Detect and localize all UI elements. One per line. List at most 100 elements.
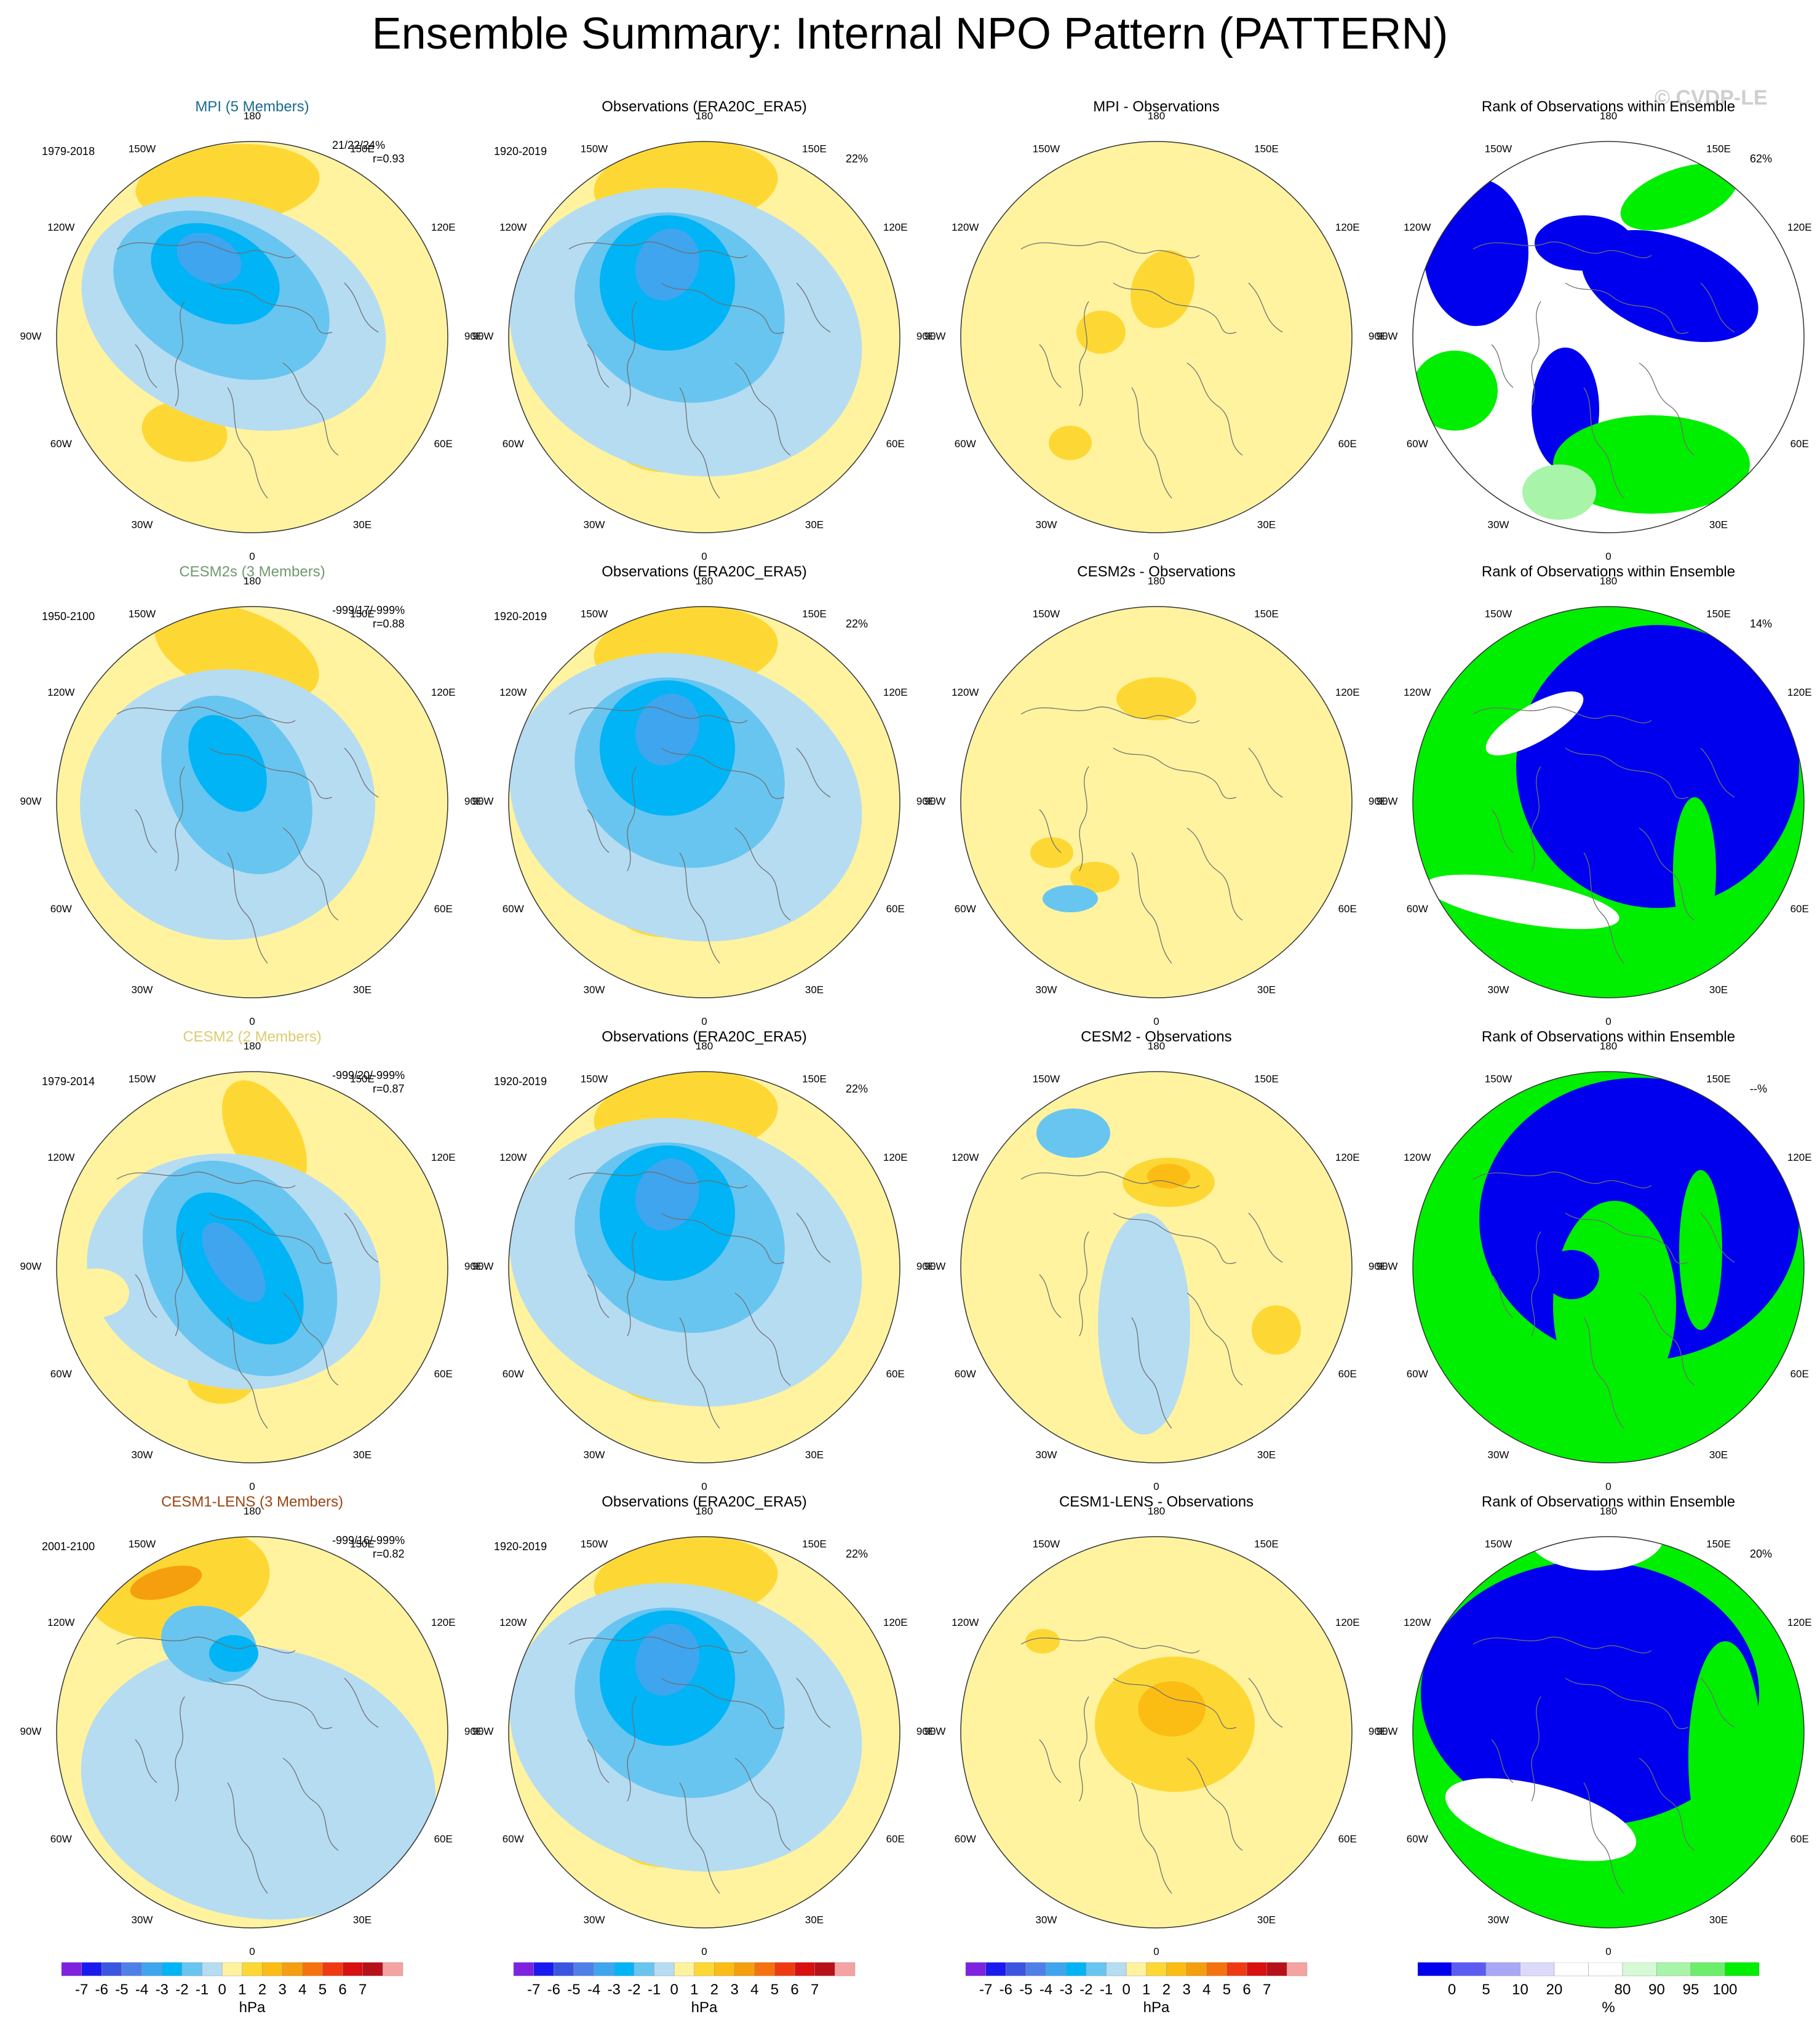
lon-label: 90E — [916, 795, 935, 807]
period-label: 1979-2018 — [42, 145, 95, 157]
lon-label: 60E — [434, 1833, 453, 1845]
panel-title: CESM2 (2 Members) — [183, 1029, 322, 1045]
lon-label: 180 — [1148, 1505, 1165, 1517]
lon-label: 150W — [129, 1073, 156, 1085]
lon-label: 90W — [1377, 1726, 1398, 1737]
colorbar-tick-label: 3 — [730, 1981, 738, 1998]
colorbar-tick-label: 100 — [1712, 1981, 1737, 1998]
lon-label: 0 — [249, 1481, 255, 1492]
panel-title: MPI (5 Members) — [195, 98, 309, 115]
lon-label: 60W — [50, 1833, 72, 1845]
lon-label: 60E — [1338, 1833, 1357, 1845]
lon-label: 150E — [1706, 608, 1731, 619]
map-panel-diff: CESM2 - Observations 180 150E 120E 90E 60E 30E… — [924, 1029, 1388, 1494]
pct-variance-label: -999/20/-999% — [332, 1069, 405, 1081]
period-label: 1920-2019 — [494, 145, 547, 157]
lon-label: 120E — [1335, 687, 1360, 698]
negative-anomaly — [202, 1222, 266, 1302]
map-panel-diff: CESM1-LENS - Observations 180 150E 120E 90E 6… — [924, 1494, 1388, 1959]
positive-anomaly — [130, 1566, 202, 1600]
colorbar-tick-label: 2 — [710, 1981, 718, 1998]
lon-label: 120E — [883, 221, 908, 233]
lon-label: 120E — [431, 1617, 456, 1628]
positive-anomaly — [1070, 862, 1119, 893]
colorbar-tick-label: 10 — [1512, 1981, 1528, 1998]
positive-anomaly — [1049, 426, 1092, 460]
lon-label: 120W — [47, 687, 74, 698]
lon-label: 60W — [1407, 1833, 1428, 1845]
panel-title: CESM2 - Observations — [1081, 1029, 1232, 1045]
positive-anomaly — [1138, 1681, 1206, 1737]
colorbar-swatch — [362, 1962, 383, 1976]
colorbar-tick-label: 5 — [319, 1981, 327, 1998]
colorbar-swatch — [282, 1962, 303, 1976]
colorbar-swatch — [985, 1962, 1006, 1976]
lon-label: 30W — [1036, 519, 1057, 531]
period-label: 1920-2019 — [494, 610, 547, 623]
colorbar-rank: 0 5 10 20 80 90 95 100% — [1381, 1962, 1820, 2030]
lon-label: 90W — [20, 795, 42, 807]
lon-label: 90E — [1369, 1726, 1387, 1737]
colorbar-tick-label: 0 — [1448, 1981, 1456, 1998]
panel-title: CESM2s (3 Members) — [179, 563, 325, 580]
lon-label: 90W — [1377, 795, 1398, 807]
lon-label: 90W — [20, 1260, 42, 1272]
rank-high-region — [1620, 163, 1738, 231]
map-panel-model: MPI (5 Members) 180 150E 120E 90E 60E 30E 0 30W 6… — [20, 98, 483, 564]
map-panel-model: CESM2 (2 Members) 180 150E 120E 90E 60E 30E 0 30… — [20, 1029, 483, 1494]
lon-label: 30W — [1488, 984, 1509, 996]
lon-label: 90E — [916, 330, 935, 342]
colorbar-tick-label: 0 — [1122, 1981, 1130, 1998]
lon-label: 90W — [472, 1260, 494, 1272]
colorbar-tick-label: 4 — [298, 1981, 306, 1998]
colorbar-swatch — [302, 1962, 323, 1976]
lon-label: 30W — [1036, 984, 1057, 996]
lon-label: 60W — [955, 1833, 976, 1845]
lon-label: 30E — [353, 1449, 372, 1461]
colorbar-tick-label: 20 — [1546, 1981, 1563, 1998]
colorbar-tick-label: -1 — [648, 1981, 661, 1998]
lon-label: 150W — [1033, 608, 1060, 619]
panel-title: Observations (ERA20C_ERA5) — [602, 1494, 807, 1510]
lon-label: 150E — [1254, 608, 1279, 619]
lon-label: 60W — [503, 1833, 524, 1845]
lon-label: 60W — [503, 1368, 524, 1380]
colorbar-tick-label: 7 — [811, 1981, 819, 1998]
colorbar-swatch — [1588, 1962, 1623, 1976]
colorbar-hpa: -7 -6 -5 -4 -3 -2 -1 0 1 2 3 4 5 6 7 hPa — [929, 1962, 1384, 2030]
lon-label: 180 — [244, 110, 261, 122]
lon-label: 60W — [1407, 903, 1428, 915]
lon-label: 120E — [431, 1152, 456, 1163]
lon-label: 90W — [1377, 330, 1398, 342]
map-panel-model: CESM1-LENS (3 Members) 180 150E 120E 90E 60E 3… — [20, 1494, 483, 1959]
map-panel-obs: Observations (ERA20C_ERA5) 180 150E 120E 90E… — [472, 563, 936, 1029]
lon-label: 0 — [701, 551, 707, 562]
lon-label: 30E — [1257, 984, 1276, 996]
lon-label: 120W — [47, 1152, 74, 1163]
rank-low-region — [1421, 1561, 1759, 1826]
lon-label: 30W — [1488, 519, 1509, 531]
rank-high-region — [1679, 1170, 1722, 1330]
lon-label: 120W — [1404, 1617, 1431, 1628]
pct-variance-label: -999/16/-999% — [332, 1534, 405, 1546]
colorbar-swatch — [1554, 1962, 1589, 1976]
lon-label: 120W — [952, 221, 979, 233]
lon-label: 150E — [1254, 1538, 1279, 1550]
lon-label: 0 — [1605, 551, 1611, 562]
negative-anomaly — [1098, 1213, 1190, 1435]
colorbar-swatch — [513, 1962, 534, 1976]
colorbar-swatch — [674, 1962, 695, 1976]
lon-label: 60E — [886, 1833, 905, 1845]
pattern-correlation-label: r=0.87 — [373, 1083, 405, 1095]
lon-label: 60W — [1407, 438, 1428, 450]
lon-label: 0 — [1605, 1016, 1611, 1027]
negative-anomaly — [1036, 1109, 1110, 1158]
lon-label: 0 — [249, 1946, 255, 1957]
lon-label: 30E — [1257, 1449, 1276, 1461]
colorbar-tick-label: -2 — [627, 1981, 640, 1998]
positive-anomaly — [1021, 714, 1304, 905]
lon-label: 180 — [244, 1040, 261, 1052]
